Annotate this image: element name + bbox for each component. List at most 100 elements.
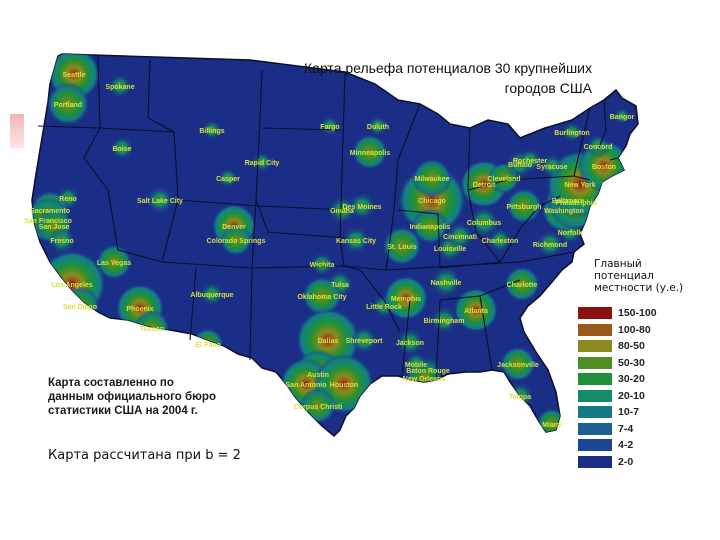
state-border [177,199,261,207]
city-label: Charlotte [507,282,538,289]
city-label: Denver [222,224,246,231]
city-label: Cincinnati [443,234,477,241]
city-label: Duluth [367,124,389,131]
legend-label: 50-30 [618,356,645,369]
city-label: Kansas City [336,238,376,245]
city-label: Albuquerque [190,292,233,299]
city-potential-glow [352,134,388,170]
city-label: Cleveland [487,176,520,183]
city-label: Tampa [509,394,531,401]
city-label: Rapid City [245,160,280,167]
source-note-line-3: статистики США на 2004 г. [48,405,198,417]
city-potential-glow [368,116,388,136]
legend-label: 10-7 [618,406,640,419]
map-title: Карта рельефа потенциалов 30 крупнейших … [200,60,592,96]
city-label: Columbus [467,220,501,227]
legend-item: 4-2 [578,437,657,454]
legend-label: 2-0 [618,455,634,468]
city-potential-glow [320,116,340,136]
city-label: Des Moines [343,204,382,211]
city-potential-glow [110,136,134,160]
state-border [467,127,471,191]
city-label: Las Vegas [97,260,131,267]
city-label: Dallas [318,338,339,345]
city-label: New York [564,182,595,189]
city-potential-glow [536,230,564,258]
legend-title-line-3: местности (у.е.) [594,282,684,294]
city-label: Reno [59,196,77,203]
city-label: Tulsa [331,282,349,289]
city-label: Jacksonville [497,362,539,369]
state-border [401,299,411,377]
state-border [189,267,197,341]
city-label: Atlanta [464,308,488,315]
state-border [573,107,591,177]
legend-label: 100-80 [618,323,651,336]
city-potential-glow [202,120,222,140]
legend-item: 20-10 [578,388,657,405]
city-potential-glow [46,82,90,126]
legend-label: 80-50 [618,340,645,353]
state-border [397,103,421,161]
calculation-note: Карта рассчитана при b = 2 [48,448,241,463]
city-label: Philadelphia [555,200,596,207]
city-label: Seattle [63,72,86,79]
state-border [251,69,263,269]
city-potential-glow [252,152,272,172]
city-potential-glow [310,252,334,276]
city-potential-glow [48,226,76,254]
state-border [261,127,341,131]
city-potential-glow [540,154,564,178]
state-border [259,205,346,211]
legend-swatch [578,422,612,435]
city-label: Mobile [405,362,427,369]
city-label: Detroit [473,182,496,189]
city-label: Little Rock [366,304,402,311]
city-label: Colorado Springs [207,238,266,245]
city-label: Boise [112,146,131,153]
legend-item: 10-7 [578,404,657,421]
city-label: Fargo [320,124,339,131]
city-label: Richmond [533,242,567,249]
city-label: Phoenix [126,306,153,313]
city-label: Sacramento [30,208,70,215]
city-label: Billings [199,128,224,135]
legend-swatch [578,307,612,320]
legend-label: 7-4 [618,422,634,435]
source-note-line-2: данным официального бюро [48,391,216,403]
city-potential-glow [146,186,174,214]
state-border [147,59,179,201]
city-label: Casper [216,176,240,183]
city-label: Buffalo [508,162,532,169]
decorative-bar [10,114,24,148]
city-potential-glow [200,282,224,306]
city-label: New Orleans [403,376,446,383]
city-label: Minneapolis [350,150,391,157]
city-label: Rochester [513,158,548,165]
city-potential-glow [454,288,498,332]
state-border [539,195,561,207]
city-label: San Diego [63,304,97,311]
city-label: Milwaukee [414,176,449,183]
state-border [83,55,119,251]
source-note: Карта составленно по данным официального… [48,376,248,418]
city-label: Baltimore [552,198,584,205]
city-potential-glow [500,346,536,382]
legend-swatch [578,356,612,369]
city-label: Tucson [140,326,164,333]
legend-title: Главный потенциал местности (у.е.) [594,258,714,294]
city-label: Charleston [482,238,519,245]
state-border [161,261,253,269]
legend-item: 50-30 [578,355,657,372]
legend-swatch [578,373,612,386]
city-label: Oklahoma City [297,294,346,301]
city-label: Nashville [431,280,462,287]
city-label: Pittsburgh [507,204,542,211]
state-border [435,299,441,381]
city-label: Austin [307,372,329,379]
legend-item: 7-4 [578,421,657,438]
city-potential-glow [412,158,452,198]
legend-label: 150-100 [618,307,657,320]
